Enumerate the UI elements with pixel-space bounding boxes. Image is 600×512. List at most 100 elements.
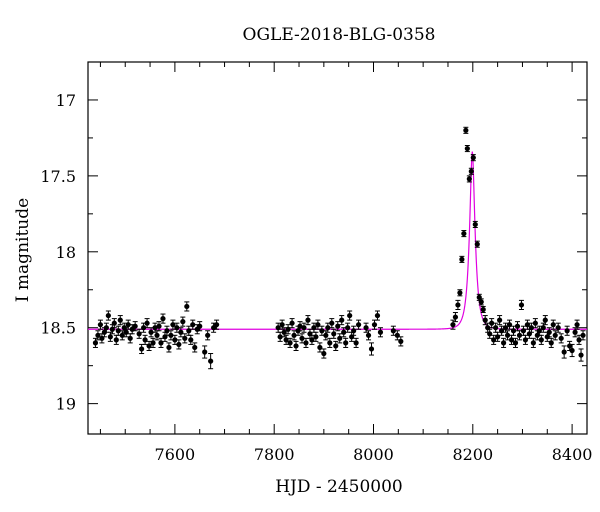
data-point (111, 320, 117, 326)
data-point (464, 145, 470, 152)
data-point (123, 329, 129, 335)
data-point (522, 337, 529, 343)
data-point (97, 322, 104, 328)
data-point (561, 349, 567, 355)
data-point (504, 332, 511, 338)
data-point (156, 323, 162, 329)
data-point (321, 350, 327, 357)
data-point (459, 256, 465, 262)
data-point (489, 320, 495, 326)
x-axis-label: HJD - 2450000 (275, 477, 403, 497)
data-point (168, 332, 174, 338)
data-point (127, 335, 133, 341)
data-point (498, 328, 505, 334)
data-point (470, 155, 476, 161)
data-point (480, 306, 486, 313)
data-point (287, 340, 293, 346)
data-point (343, 340, 349, 346)
data-point (341, 329, 347, 335)
data-point (289, 320, 295, 326)
data-point (139, 346, 145, 352)
data-point (92, 340, 99, 346)
data-point (146, 343, 152, 349)
data-point (285, 326, 291, 332)
data-point (550, 322, 556, 328)
data-point (520, 328, 527, 334)
data-point (578, 352, 584, 358)
x-tick-label: 7600 (155, 445, 196, 464)
data-point (351, 328, 357, 334)
data-point (398, 338, 404, 344)
plot-area: 7600 7800 8000 8200 8400 17 17.5 18 18.5 19 (40, 61, 593, 464)
data-point (154, 332, 160, 338)
data-point (182, 335, 188, 341)
data-point (555, 325, 561, 331)
x-tick-label: 8400 (552, 445, 593, 464)
data-point (564, 328, 570, 334)
data-point (368, 346, 375, 352)
data-point (197, 323, 203, 329)
y-tick-label: 19 (56, 395, 76, 414)
data-point (345, 325, 351, 331)
data-point (277, 334, 283, 340)
data-point (450, 322, 456, 328)
data-point (580, 332, 586, 338)
data-point (457, 290, 463, 296)
data-point (158, 340, 164, 346)
y-tick-label: 17.5 (40, 167, 76, 186)
data-point (333, 343, 339, 349)
data-point (105, 312, 111, 319)
data-point (363, 325, 369, 331)
data-point (329, 320, 335, 326)
y-tick-label: 18.5 (40, 319, 76, 338)
data-point (164, 328, 170, 334)
data-point (356, 322, 362, 328)
data-point (353, 340, 359, 346)
data-point (572, 329, 578, 335)
data-point (569, 347, 575, 354)
data-point (166, 344, 172, 351)
data-point (510, 328, 517, 334)
data-point (281, 329, 287, 335)
data-point (279, 322, 285, 328)
data-point (172, 337, 178, 343)
data-point (136, 331, 142, 337)
data-point (315, 322, 321, 328)
y-axis-label: I magnitude (13, 198, 33, 302)
data-point (508, 337, 515, 343)
x-tick-label: 8000 (353, 445, 394, 464)
data-point (208, 358, 214, 364)
data-point (313, 334, 319, 340)
data-point (303, 340, 309, 346)
data-point (148, 329, 154, 335)
data-point (538, 337, 544, 343)
y-tick-label: 18 (56, 243, 76, 262)
data-point (466, 176, 472, 182)
data-point (548, 340, 554, 346)
data-point (546, 329, 552, 335)
data-point (323, 332, 329, 338)
data-point (205, 332, 211, 338)
data-point (493, 325, 499, 331)
data-point (530, 340, 536, 346)
data-point (141, 325, 147, 331)
data-point (518, 302, 525, 308)
data-point (574, 322, 580, 328)
data-point (335, 323, 341, 329)
data-point (188, 337, 194, 343)
data-point (474, 241, 480, 247)
data-point (576, 337, 582, 343)
data-point (540, 325, 546, 331)
data-point (150, 340, 156, 346)
data-point (178, 329, 184, 335)
data-point (377, 329, 384, 335)
data-point (468, 168, 474, 174)
data-point (174, 325, 180, 331)
data-point (339, 317, 345, 323)
data-point (502, 325, 509, 331)
data-point (487, 331, 493, 337)
data-point (463, 127, 469, 133)
data-point (180, 319, 186, 325)
data-point (170, 322, 176, 328)
data-point (117, 317, 123, 323)
